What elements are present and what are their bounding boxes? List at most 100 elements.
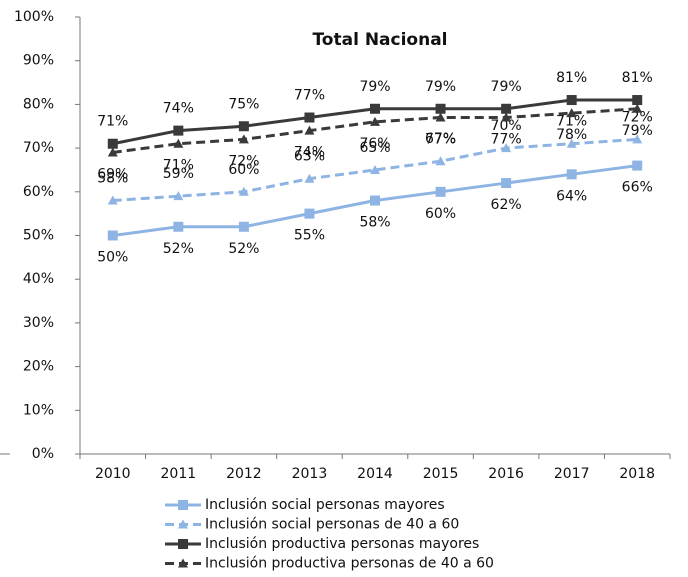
data-label: 52% [228, 241, 259, 257]
marker [501, 143, 512, 153]
data-label: 72% [228, 153, 259, 169]
data-label: 70% [491, 118, 522, 134]
marker [501, 112, 512, 122]
marker [566, 138, 577, 148]
marker [435, 156, 446, 166]
y-tick-label: 10% [23, 402, 54, 418]
data-label: 71% [97, 114, 128, 130]
x-tick-label: 2018 [619, 466, 655, 482]
legend-label: Inclusión productiva personas de 40 a 60 [205, 556, 494, 572]
legend-label: Inclusión social personas mayores [205, 497, 445, 513]
marker [370, 195, 380, 206]
data-label: 60% [425, 206, 456, 222]
marker [304, 125, 315, 135]
series-line [112, 137, 638, 203]
y-tick-label: 40% [23, 271, 54, 287]
series-line [112, 107, 638, 154]
data-label: 79% [622, 123, 653, 139]
x-tick-label: 2017 [554, 466, 590, 482]
marker [370, 164, 380, 174]
marker [435, 186, 446, 197]
data-label: 55% [294, 228, 325, 244]
x-tick-label: 2014 [357, 466, 393, 482]
data-label: 65% [359, 140, 390, 156]
marker [107, 147, 118, 157]
y-tick-label: 90% [23, 53, 54, 69]
marker [566, 169, 577, 180]
marker [632, 134, 643, 144]
data-label: 72% [622, 109, 653, 125]
data-label: 79% [359, 79, 390, 95]
legend-label: Inclusión social personas de 40 a 60 [205, 517, 459, 533]
marker [238, 221, 249, 232]
data-label: 74% [163, 101, 194, 117]
x-tick-label: 2012 [226, 466, 262, 482]
marker [632, 95, 643, 106]
marker [304, 208, 315, 219]
data-label: 81% [556, 70, 587, 86]
marker [107, 195, 118, 205]
marker [107, 230, 118, 241]
y-tick-label: 0% [32, 446, 54, 462]
data-label: 69% [97, 166, 128, 182]
chart-title: Total Nacional [312, 30, 447, 50]
legend-marker [178, 500, 188, 510]
marker [435, 103, 446, 114]
x-tick-label: 2015 [423, 466, 459, 482]
y-tick-label: 70% [23, 140, 54, 156]
marker [501, 178, 512, 189]
marker [173, 221, 184, 232]
marker [632, 103, 643, 113]
y-tick-label: 60% [23, 184, 54, 200]
marker [435, 112, 446, 122]
data-label: 71% [163, 158, 194, 174]
data-label: 77% [425, 132, 456, 148]
marker [238, 134, 249, 144]
y-tick-label: 80% [23, 96, 54, 112]
data-label: 77% [294, 88, 325, 104]
legend-marker [178, 519, 188, 529]
data-label: 79% [425, 79, 456, 95]
x-tick-label: 2010 [95, 466, 131, 482]
data-label: 64% [556, 188, 587, 204]
data-label: 63% [294, 149, 325, 165]
data-label: 52% [163, 241, 194, 257]
marker [566, 95, 577, 106]
marker [304, 173, 315, 183]
data-label: 59% [163, 166, 194, 182]
data-label: 67% [425, 131, 456, 147]
marker [370, 116, 380, 126]
y-tick-label: 50% [23, 228, 54, 244]
marker [304, 112, 315, 123]
legend-label: Inclusión productiva personas mayores [205, 536, 479, 552]
data-label: 50% [97, 250, 128, 266]
data-label: 58% [359, 215, 390, 231]
x-tick-label: 2013 [292, 466, 328, 482]
data-label: 60% [228, 162, 259, 178]
marker [238, 121, 249, 132]
y-tick-label: 100% [14, 9, 54, 25]
x-tick-label: 2011 [161, 466, 197, 482]
data-label: 76% [359, 136, 390, 152]
marker [107, 138, 118, 149]
legend-marker [178, 539, 188, 549]
legend-marker [178, 558, 188, 568]
data-label: 66% [622, 180, 653, 196]
marker [238, 186, 249, 196]
data-label: 71% [556, 114, 587, 130]
marker [173, 138, 184, 148]
marker [173, 125, 184, 136]
data-label: 58% [97, 171, 128, 187]
data-label: 77% [491, 132, 522, 148]
data-label: 81% [622, 70, 653, 86]
marker [173, 191, 184, 201]
data-label: 75% [228, 96, 259, 112]
marker [566, 108, 577, 118]
x-tick-label: 2016 [488, 466, 524, 482]
marker [370, 103, 380, 114]
y-tick-label: 20% [23, 359, 54, 375]
data-label: 78% [556, 127, 587, 143]
marker [501, 103, 512, 114]
data-label: 62% [491, 197, 522, 213]
